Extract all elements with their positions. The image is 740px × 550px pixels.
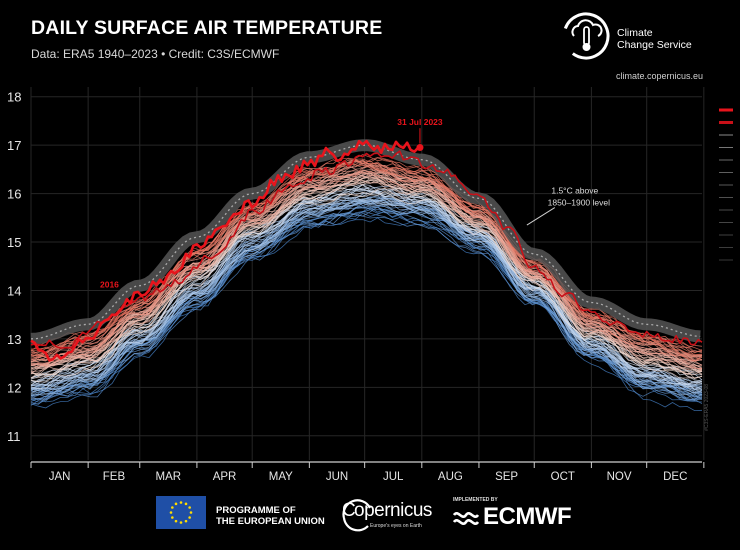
copernicus-tagline: Europe's eyes on Earth	[370, 523, 422, 529]
x-tick-label-mar: MAR	[156, 471, 182, 483]
eu-star-0	[189, 511, 193, 514]
label-2016: 2016	[100, 280, 119, 290]
x-tick-label-nov: NOV	[607, 471, 632, 483]
series-line-2016	[30, 150, 703, 349]
x-tick-label-feb: FEB	[103, 471, 126, 483]
x-tick-label-jul: JUL	[383, 471, 404, 483]
historical-year-line-2021	[30, 157, 703, 352]
historical-year-line-1945	[30, 210, 703, 405]
x-tick-label-aug: AUG	[438, 471, 463, 483]
historical-year-line-1981	[30, 190, 703, 383]
historical-year-line-1983	[30, 177, 703, 379]
y-tick-label-11: 11	[7, 429, 21, 444]
historical-year-line-1980	[30, 184, 703, 379]
thermometer-cloud-icon	[562, 12, 610, 60]
historical-year-line-1949	[30, 203, 703, 400]
axes: 11 12 13 14 15 16 17 18 JAN FEB MAR APR MAY JUN JUL AUG…	[7, 90, 705, 483]
eu-star-2	[184, 519, 188, 523]
eu-star-10	[184, 502, 188, 506]
y-tick-label-12: 12	[7, 380, 21, 395]
y-tick-label-13: 13	[7, 332, 21, 347]
y-tick-label-16: 16	[7, 187, 21, 202]
eu-flag-icon	[156, 496, 206, 529]
eu-line1: PROGRAMME OF	[216, 505, 296, 516]
page-title: DAILY SURFACE AIR TEMPERATURE	[31, 17, 383, 39]
peak-marker	[416, 144, 424, 152]
historical-year-line-2014	[31, 159, 703, 361]
eu-star-11	[188, 506, 191, 509]
x-tick-label-jun: JUN	[326, 471, 348, 483]
eu-line2: THE EUROPEAN UNION	[216, 516, 325, 527]
watermark: #C3S-ERA5 2023-08	[704, 384, 710, 431]
eu-star-4	[174, 519, 178, 523]
x-tick-label-oct: OCT	[551, 471, 575, 483]
eu-programme-text: PROGRAMME OF THE EUROPEAN UNION	[216, 505, 325, 527]
y-tick-label-14: 14	[7, 283, 21, 298]
annotations: 2016 31 Jul 2023 1.5°C above 1850–1900 leve…	[100, 117, 710, 431]
footer: PROGRAMME OF THE EUROPEAN UNION C operni…	[0, 488, 740, 550]
copernicus-c: C	[342, 500, 356, 521]
historical-year-line-2022	[30, 162, 703, 355]
y-tick-label-18: 18	[7, 90, 21, 105]
x-tick-label-sep: SEP	[495, 471, 518, 483]
label-threshold-line2: 1850–1900 level	[548, 198, 611, 208]
threshold-band-line	[30, 139, 701, 345]
historical-year-line-1955	[30, 197, 703, 394]
historical-year-line-2016	[30, 158, 703, 362]
climate-change-service-logo[interactable]: Climate Change Service climate.copernicu…	[562, 12, 732, 81]
x-tick-label-jan: JAN	[49, 471, 71, 483]
temperature-chart: 11 12 13 14 15 16 17 18 JAN FEB MAR APR MAY JUN JUL AUG…	[7, 87, 733, 483]
eu-star-7	[171, 506, 174, 509]
y-tick-label-17: 17	[7, 138, 21, 153]
x-tick-label-may: MAY	[269, 471, 293, 483]
label-peak-date: 31 Jul 2023	[397, 117, 443, 127]
series-lines	[30, 139, 703, 362]
ecmwf-wordmark: ECMWF	[483, 503, 572, 530]
threshold-band	[30, 139, 701, 345]
x-tick-label-apr: APR	[213, 471, 237, 483]
copernicus-swoosh-icon	[342, 499, 371, 532]
ccs-name-line1: Climate	[617, 27, 653, 39]
y-tick-label-15: 15	[7, 235, 21, 250]
eu-star-5	[171, 516, 174, 519]
historical-year-line-2008	[30, 169, 703, 364]
ccs-name: Climate Change Service	[617, 27, 692, 51]
ecmwf-implemented-by: IMPLEMENTED BY	[453, 497, 498, 503]
historical-year-line-2018	[30, 159, 703, 362]
x-tick-label-dec: DEC	[663, 471, 687, 483]
threshold-leader-line	[526, 207, 556, 226]
label-threshold-line1: 1.5°C above	[551, 186, 598, 196]
historical-year-line-2020	[30, 154, 703, 358]
legend	[719, 108, 733, 261]
ccs-name-line2: Change Service	[617, 39, 692, 51]
eu-star-6	[169, 511, 173, 514]
eu-star-1	[188, 516, 191, 519]
historical-year-line-1964	[30, 195, 703, 396]
eu-star-9	[179, 501, 183, 504]
copernicus-wordmark: opernicus	[354, 500, 432, 521]
subtitle: Data: ERA5 1940–2023 • Credit: C3S/ECMWF	[31, 47, 280, 61]
historical-year-line-2000	[30, 170, 703, 371]
ecmwf-wave-icon	[452, 512, 480, 525]
ccs-url[interactable]: climate.copernicus.eu	[616, 71, 704, 81]
historical-year-line-1940	[30, 217, 703, 412]
eu-star-3	[179, 521, 183, 524]
historical-band	[30, 154, 703, 412]
eu-star-8	[174, 502, 178, 506]
series-line-2023	[30, 139, 420, 362]
historical-year-line-1984	[30, 187, 703, 379]
